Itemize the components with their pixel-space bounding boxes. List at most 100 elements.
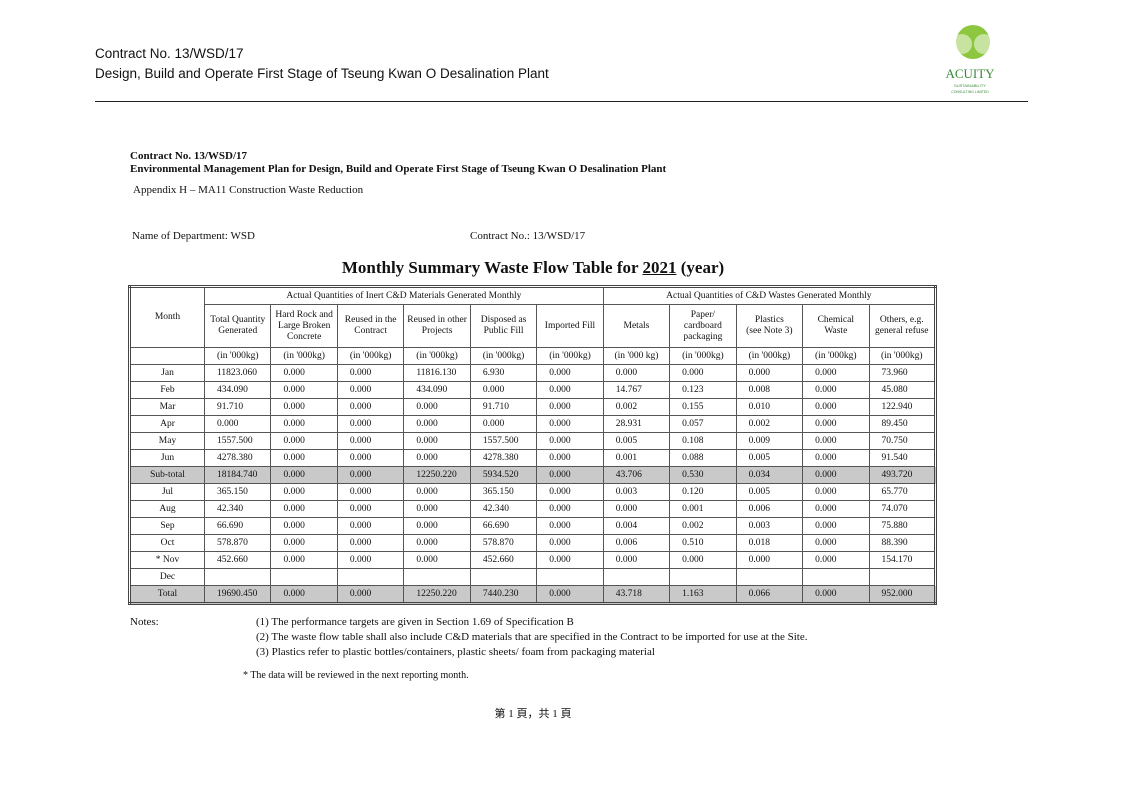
value-cell: 70.750 xyxy=(868,432,937,450)
value-cell: 0.000 xyxy=(270,466,338,484)
value-cell: 0.000 xyxy=(802,398,870,416)
value-cell: 0.000 xyxy=(336,534,405,552)
month-cell: May xyxy=(129,432,205,450)
value-cell: 452.660 xyxy=(203,551,272,569)
value-cell: 0.006 xyxy=(602,534,671,552)
data-row: May 1557.500 0.000 0.000 0.000 1557.500 0.000 0… xyxy=(129,432,937,450)
column-header: Others, e.g. general refuse xyxy=(868,304,937,348)
unit-cell: (in '000kg) xyxy=(536,347,604,365)
value-cell: 0.000 xyxy=(270,483,338,501)
value-cell: 0.000 xyxy=(802,500,870,518)
value-cell: 0.000 xyxy=(802,517,870,535)
value-cell: 0.000 xyxy=(336,449,405,467)
value-cell: 0.000 xyxy=(270,517,338,535)
value-cell: 4278.380 xyxy=(203,449,272,467)
month-cell: Sub-total xyxy=(129,466,205,484)
value-cell: 0.018 xyxy=(735,534,804,552)
value-cell xyxy=(469,568,538,586)
value-cell: 74.070 xyxy=(868,500,937,518)
value-cell: 7440.230 xyxy=(469,585,538,604)
title-text: (year) xyxy=(680,258,725,277)
value-cell: 0.000 xyxy=(403,500,471,518)
data-row: * Nov 452.660 0.000 0.000 0.000 452.660 0.000 0… xyxy=(129,551,937,569)
value-cell: 0.120 xyxy=(669,483,737,501)
header-rule xyxy=(95,101,1028,102)
value-cell: 0.000 xyxy=(536,466,604,484)
value-cell: 0.000 xyxy=(270,432,338,450)
value-cell: 0.000 xyxy=(336,364,405,382)
value-cell: 0.000 xyxy=(802,534,870,552)
value-cell xyxy=(203,568,272,586)
value-cell: 0.000 xyxy=(536,551,604,569)
value-cell: 0.000 xyxy=(602,364,671,382)
value-cell: 0.000 xyxy=(802,585,870,604)
total-row: Sub-total 18184.740 0.000 0.000 12250.220 593… xyxy=(129,466,937,484)
notes-label: Notes: xyxy=(130,616,159,628)
doc-plan: Environmental Management Plan for Design… xyxy=(130,163,667,175)
waste-table: Month Actual Quantities of Inert C&D Mate… xyxy=(128,285,937,605)
data-row: Dec xyxy=(129,568,937,586)
column-header: Disposed as Public Fill xyxy=(469,304,538,348)
unit-cell: (in '000kg) xyxy=(203,347,272,365)
value-cell: 0.000 xyxy=(336,398,405,416)
value-cell: 0.000 xyxy=(536,364,604,382)
month-cell: Jan xyxy=(129,364,205,382)
unit-cell: (in '000kg) xyxy=(868,347,937,365)
value-cell: 0.000 xyxy=(403,534,471,552)
value-cell xyxy=(536,568,604,586)
value-cell: 0.000 xyxy=(802,364,870,382)
unit-cell: (in '000kg) xyxy=(336,347,405,365)
logo-sub: SUSTAINABILITY xyxy=(954,83,986,88)
column-header: Total Quantity Generated xyxy=(203,304,272,348)
unit-cell: (in '000kg) xyxy=(735,347,804,365)
month-cell: Feb xyxy=(129,381,205,399)
value-cell: 0.000 xyxy=(336,415,405,433)
value-cell: 0.000 xyxy=(203,415,272,433)
value-cell: 43.718 xyxy=(602,585,671,604)
value-cell: 0.000 xyxy=(270,500,338,518)
data-row: Jul 365.150 0.000 0.000 0.000 365.150 0.000 0.0… xyxy=(129,483,937,501)
header-row: Total Quantity Generated Hard Rock and La… xyxy=(130,304,937,348)
value-cell: 89.450 xyxy=(868,415,937,433)
data-row: Apr 0.000 0.000 0.000 0.000 0.000 0.000 28.931 0… xyxy=(129,415,937,433)
value-cell: 0.002 xyxy=(669,517,737,535)
value-cell: 578.870 xyxy=(203,534,272,552)
value-cell xyxy=(336,568,405,586)
value-cell: 0.005 xyxy=(735,449,804,467)
month-cell: Dec xyxy=(129,568,205,586)
value-cell xyxy=(868,568,937,586)
value-cell: 0.001 xyxy=(669,500,737,518)
value-cell: 12250.220 xyxy=(403,466,471,484)
logo-sub: CONSULTING LIMITED xyxy=(951,90,989,94)
value-cell: 0.000 xyxy=(602,551,671,569)
value-cell: 0.000 xyxy=(536,517,604,535)
value-cell: 0.000 xyxy=(602,500,671,518)
value-cell: 0.000 xyxy=(270,398,338,416)
value-cell: 0.000 xyxy=(536,500,604,518)
value-cell: 0.000 xyxy=(469,415,538,433)
value-cell: 0.000 xyxy=(336,500,405,518)
data-row: Aug 42.340 0.000 0.000 0.000 42.340 0.000 0.000… xyxy=(129,500,937,518)
column-header: Plastics (see Note 3) xyxy=(735,304,804,348)
value-cell: 0.000 xyxy=(403,551,471,569)
logo-circle xyxy=(974,34,994,54)
unit-cell: (in '000 kg) xyxy=(602,347,671,365)
value-cell: 952.000 xyxy=(868,585,937,604)
month-cell: Jul xyxy=(129,483,205,501)
value-cell: 45.080 xyxy=(868,381,937,399)
value-cell: 0.000 xyxy=(403,432,471,450)
value-cell: 0.000 xyxy=(536,483,604,501)
header-line: Design, Build and Operate First Stage of… xyxy=(95,66,549,81)
value-cell: 28.931 xyxy=(602,415,671,433)
note: (2) The waste flow table shall also incl… xyxy=(256,631,808,643)
value-cell: 12250.220 xyxy=(403,585,471,604)
value-cell: 0.000 xyxy=(735,551,804,569)
doc-contract: Contract No. 13/WSD/17 xyxy=(130,150,248,162)
value-cell: 0.000 xyxy=(403,415,471,433)
value-cell: 88.390 xyxy=(868,534,937,552)
value-cell: 66.690 xyxy=(469,517,538,535)
value-cell: 1557.500 xyxy=(469,432,538,450)
unit-cell: (in '000kg) xyxy=(669,347,737,365)
value-cell: 0.000 xyxy=(802,381,870,399)
value-cell: 0.000 xyxy=(336,517,405,535)
